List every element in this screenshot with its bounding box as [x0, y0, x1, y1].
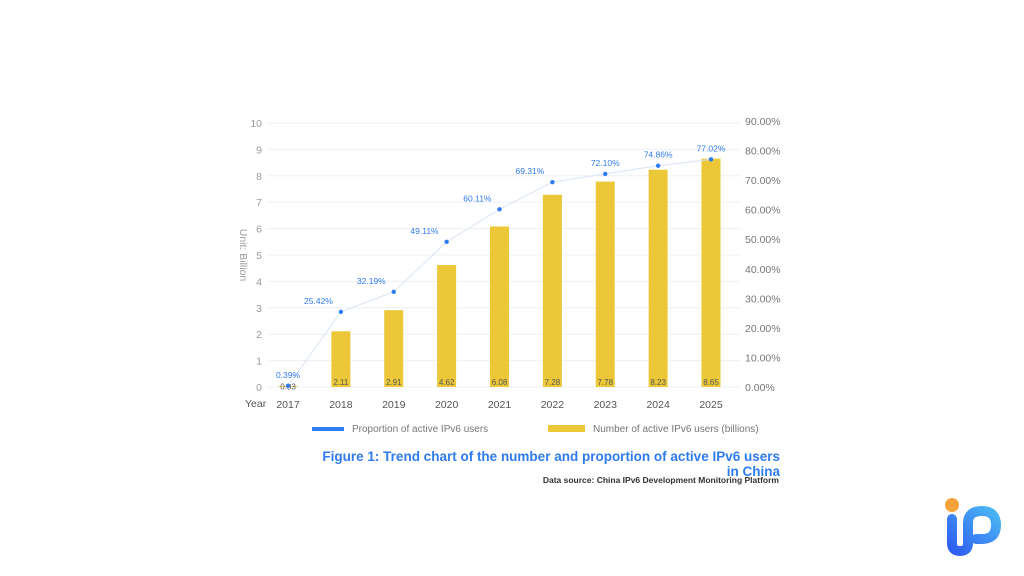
y2-tick-label: 0.00%	[745, 382, 775, 394]
line-point	[338, 309, 344, 315]
line-point	[655, 163, 661, 168]
y-tick-label: 8	[256, 171, 262, 183]
bar-label: 4.62	[439, 378, 455, 387]
bar	[542, 194, 562, 387]
bar-label: 2.11	[333, 378, 349, 387]
y-tick-label: 2	[256, 329, 262, 341]
legend-label: Proportion of active IPv6 users	[352, 424, 488, 435]
bar	[701, 158, 721, 387]
y2-tick-label: 50.00%	[745, 234, 781, 246]
line-label: 72.10%	[591, 158, 620, 168]
y2-tick-label: 60.00%	[745, 205, 781, 217]
x-tick-label: 2020	[435, 399, 459, 411]
bar	[331, 331, 351, 387]
x-tick-label: 2019	[382, 399, 406, 411]
y2-tick-label: 10.00%	[745, 352, 781, 364]
line-label: 0.39%	[276, 370, 301, 380]
y-tick-label: 0	[256, 382, 262, 394]
bar	[437, 265, 457, 387]
y-tick-label: 4	[256, 276, 262, 288]
y-tick-label: 10	[250, 118, 262, 130]
bar	[490, 226, 509, 387]
y2-tick-label: 40.00%	[745, 264, 781, 276]
bar	[595, 181, 615, 387]
line-label: 25.42%	[304, 296, 333, 306]
chart-title: Figure 1: Trend chart of the number and …	[322, 449, 780, 479]
line-label: 74.86%	[644, 150, 673, 160]
bar-label: 6.08	[492, 378, 508, 387]
line-point	[603, 171, 608, 177]
bar	[648, 169, 668, 387]
x-tick-label: 2022	[541, 399, 565, 411]
y2-tick-label: 90.00%	[745, 116, 781, 128]
y2-tick-label: 70.00%	[745, 175, 781, 187]
line-point	[285, 383, 291, 389]
bar	[384, 310, 404, 387]
legend-label: Number of active IPv6 users (billions)	[593, 424, 759, 435]
line-point	[444, 239, 449, 245]
y-tick-label: 1	[256, 356, 262, 368]
y-tick-label: 5	[256, 250, 262, 262]
line-label: 77.02%	[697, 143, 726, 153]
legend-swatch-line	[312, 427, 344, 431]
line-label: 49.11%	[410, 226, 439, 236]
bar-label: 8.23	[650, 378, 666, 387]
y-tick-label: 9	[256, 144, 262, 156]
bar-label: 7.28	[545, 378, 561, 387]
bar-label: 8.65	[703, 378, 719, 387]
ip-logo	[945, 498, 1002, 557]
bar-label: 2.91	[386, 378, 402, 387]
x-tick-label: 2021	[488, 399, 512, 411]
x-tick-label: 2018	[329, 399, 353, 411]
x-axis-label: Year	[245, 398, 267, 410]
line-label: 32.19%	[357, 276, 386, 286]
line-label: 69.31%	[516, 166, 545, 176]
x-tick-label: 2024	[646, 399, 670, 411]
data-source: Data source: China IPv6 Development Moni…	[542, 475, 779, 485]
legend-swatch-bar	[548, 425, 585, 432]
y-axis-label: Unit: Billion	[237, 229, 249, 282]
y-tick-label: 3	[256, 303, 262, 315]
line-point	[497, 207, 502, 212]
x-tick-label: 2025	[699, 399, 723, 411]
y-tick-label: 6	[256, 224, 262, 236]
y2-tick-label: 80.00%	[745, 146, 781, 158]
x-tick-label: 2023	[594, 399, 618, 411]
line-point	[708, 157, 714, 162]
bar-label: 7.78	[597, 378, 613, 387]
line-point	[391, 289, 396, 295]
y-tick-label: 7	[256, 197, 262, 209]
line-label: 60.11%	[463, 193, 492, 203]
y2-tick-label: 30.00%	[745, 293, 781, 305]
x-tick-label: 2017	[276, 399, 300, 411]
y2-tick-label: 20.00%	[745, 323, 781, 335]
line-point	[550, 179, 555, 185]
